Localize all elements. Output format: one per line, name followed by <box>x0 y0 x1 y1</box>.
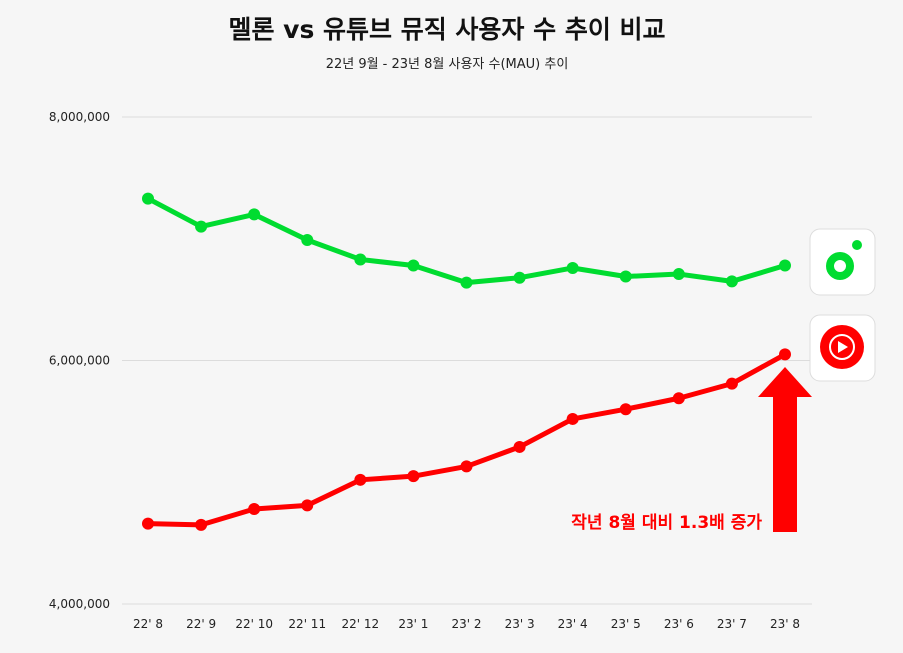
data-point <box>619 270 632 283</box>
data-point <box>779 348 791 361</box>
data-point <box>672 268 685 281</box>
data-point <box>407 470 420 483</box>
series-line-youtube <box>147 352 787 528</box>
data-point <box>725 275 738 288</box>
data-point <box>779 259 791 272</box>
x-tick-label: 23' 3 <box>505 617 535 631</box>
data-point <box>142 192 154 205</box>
x-tick-label: 23' 8 <box>770 617 800 631</box>
youtube-music-logo-icon <box>809 314 876 382</box>
x-tick-label: 23' 4 <box>558 617 588 631</box>
data-point <box>619 403 632 416</box>
data-point <box>460 276 473 289</box>
data-point <box>195 518 208 531</box>
x-tick-label: 23' 2 <box>451 617 481 631</box>
y-tick-label: 8,000,000 <box>49 110 110 124</box>
x-tick-label: 22' 9 <box>186 617 216 631</box>
data-point <box>460 460 473 473</box>
x-tick-label: 23' 7 <box>717 617 747 631</box>
data-point <box>407 259 420 272</box>
y-tick-label: 6,000,000 <box>49 354 110 368</box>
data-point <box>195 220 208 233</box>
data-point <box>513 271 526 284</box>
increase-arrow <box>758 367 812 532</box>
data-point <box>301 233 314 246</box>
chart-subtitle: 22년 9월 - 23년 8월 사용자 수(MAU) 추이 <box>326 57 569 72</box>
data-point <box>513 440 526 453</box>
x-tick-label: 22' 10 <box>235 617 273 631</box>
data-point <box>142 517 154 530</box>
data-point <box>725 377 738 390</box>
melon-logo-icon <box>809 228 876 296</box>
data-point <box>248 503 261 516</box>
data-point <box>354 253 367 266</box>
x-tick-label: 22' 11 <box>288 617 326 631</box>
x-tick-label: 23' 1 <box>398 617 428 631</box>
y-tick-label: 4,000,000 <box>49 597 110 611</box>
series-line-melon <box>146 196 786 286</box>
chart-title: 멜론 vs 유튜브 뮤직 사용자 수 추이 비교 <box>228 15 665 44</box>
data-point <box>301 499 314 512</box>
x-tick-label: 23' 5 <box>611 617 641 631</box>
x-tick-label: 23' 6 <box>664 617 694 631</box>
data-point <box>672 392 685 405</box>
data-point <box>566 261 579 274</box>
data-point <box>248 208 261 221</box>
data-point <box>354 473 367 486</box>
x-tick-label: 22' 12 <box>342 617 380 631</box>
data-point <box>566 412 579 425</box>
annotation-text: 작년 8월 대비 1.3배 증가 <box>571 513 762 533</box>
x-tick-label: 22' 8 <box>133 617 163 631</box>
